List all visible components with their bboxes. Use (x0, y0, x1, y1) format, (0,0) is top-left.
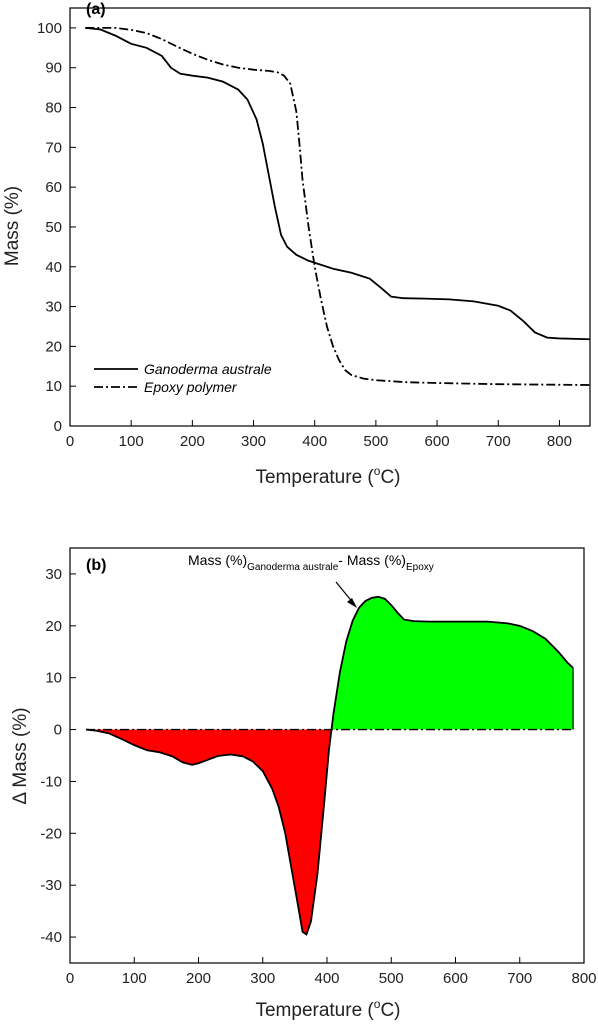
panel-b-xlabel: Temperature (oC) (255, 997, 400, 1021)
panel-b-xtick-label: 600 (443, 970, 468, 987)
panel-a-ytick-label: 20 (45, 338, 62, 355)
panel-b-ytick-label: -20 (40, 825, 62, 842)
panel-b-xtick-label: 200 (186, 970, 211, 987)
panel-b-ytick-label: 30 (45, 566, 62, 583)
panel-b-xtick-label: 500 (379, 970, 404, 987)
legend-label-epoxy: Epoxy polymer (144, 379, 238, 395)
panel-b-xtick-label: 0 (66, 970, 74, 987)
negative-area (86, 729, 332, 935)
panel-a-xtick-label: 0 (66, 433, 74, 450)
series-epoxy-line (85, 27, 591, 386)
panel-a-ytick-label: 80 (45, 100, 62, 117)
panel-b-delta-mass: 0 100 200 300 400 500 600 700 800 -40 -30 -20 -10 0 10… (10, 547, 597, 1021)
panel-b-label: (b) (86, 557, 106, 574)
panel-a-ytick-label: 70 (45, 139, 62, 156)
panel-a-ytick-label: 50 (45, 219, 62, 236)
panel-b-axes: 0 100 200 300 400 500 600 700 800 -40 -30 -20 -10 0 10… (40, 547, 597, 987)
panel-a-xtick-label: 100 (119, 433, 144, 450)
delta-mass-line (85, 595, 574, 936)
panel-a-xtick-label: 200 (180, 433, 205, 450)
annotation-arrowhead (347, 598, 357, 608)
panel-a-ytick-label: 60 (45, 179, 62, 196)
panel-a-xlabel: Temperature (oC) (255, 464, 400, 488)
panel-b-ytick-label: -40 (40, 929, 62, 946)
legend-label-ganoderma: Ganoderma australe (144, 361, 272, 377)
panel-b-xtick-label: 800 (571, 970, 596, 987)
panel-a-label: (a) (86, 1, 106, 18)
panel-b-xtick-label: 700 (507, 970, 532, 987)
panel-b-xtick-label: 400 (314, 970, 339, 987)
panel-b-xtick-label: 300 (250, 970, 275, 987)
panel-b-ytick-label: 0 (54, 722, 62, 739)
panel-a-mass-vs-temperature: (a) 0 100 200 300 400 500 600 700 800 0 10 20 30 40 50… (2, 1, 591, 488)
panel-a-series (85, 27, 591, 386)
panel-a-xtick-label: 700 (486, 433, 511, 450)
panel-b-ytick-label: 20 (45, 618, 62, 635)
series-ganoderma-line (85, 27, 591, 341)
panel-b-ytick-label: -10 (40, 773, 62, 790)
positive-area (331, 596, 574, 730)
panel-a-ytick-label: 30 (45, 299, 62, 316)
panel-b-ytick-label: -30 (40, 877, 62, 894)
panel-a-ytick-label: 100 (37, 20, 62, 37)
panel-a-ytick-label: 0 (54, 418, 62, 435)
panel-a-axes: 0 100 200 300 400 500 600 700 800 0 10 20 30 40 50 60 70… (37, 7, 591, 450)
panel-a-xtick-label: 800 (547, 433, 572, 450)
panel-b-ytick-label: 10 (45, 670, 62, 687)
panel-b-xtick-label: 100 (122, 970, 147, 987)
panel-a-ytick-label: 90 (45, 60, 62, 77)
panel-a-frame (69, 7, 591, 427)
panel-b-annotation: Mass (%)Ganoderma australe- Mass (%)Epox… (188, 552, 434, 573)
panel-a-xtick-label: 300 (241, 433, 266, 450)
panel-a-ytick-label: 40 (45, 259, 62, 276)
panel-b-fill (86, 596, 574, 935)
panel-a-xtick-label: 500 (363, 433, 388, 450)
panel-a-ylabel: Mass (%) (2, 186, 23, 266)
panel-a-xtick-label: 400 (302, 433, 327, 450)
panel-b-series (85, 595, 574, 936)
panel-b-ylabel: Δ Mass (%) (10, 707, 31, 804)
panel-a-legend: Ganoderma australe Epoxy polymer (94, 361, 272, 395)
panel-a-ytick-label: 10 (45, 378, 62, 395)
panel-a-xtick-label: 600 (425, 433, 450, 450)
